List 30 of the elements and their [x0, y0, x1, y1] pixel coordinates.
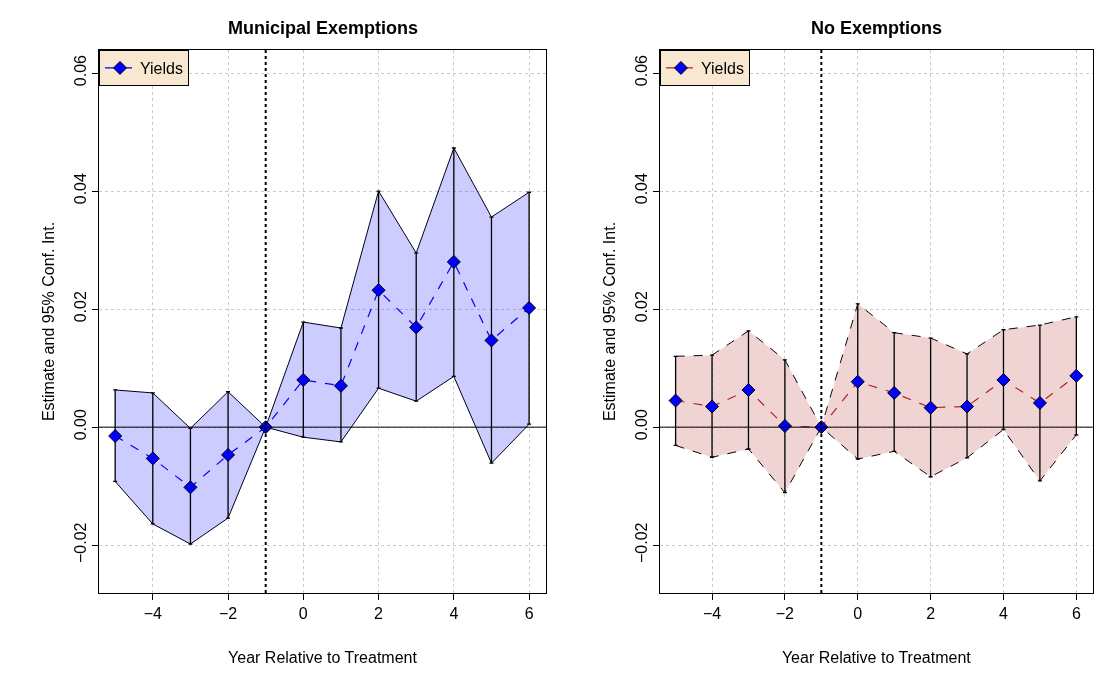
x-tick-label: −4 — [143, 605, 163, 623]
chart-title: No Exemptions — [811, 18, 943, 38]
x-tick-label: 2 — [926, 605, 936, 623]
y-tick-label: 0.00 — [632, 409, 650, 441]
x-tick-label: 0 — [298, 605, 308, 623]
y-tick-label: 0.04 — [71, 172, 89, 205]
y-tick-label: 0.02 — [632, 291, 650, 323]
y-tick-label: −0.02 — [71, 522, 89, 564]
x-tick-label: 6 — [524, 605, 534, 623]
x-tick-label: 4 — [449, 605, 459, 623]
legend-label: Yields — [700, 60, 744, 78]
legend-label: Yields — [139, 60, 183, 78]
y-axis-title: Estimate and 95% Conf. Int. — [40, 221, 58, 422]
x-tick-label: 0 — [853, 605, 863, 623]
y-axis-title: Estimate and 95% Conf. Int. — [601, 221, 619, 422]
x-tick-label: 2 — [374, 605, 384, 623]
y-tick-label: 0.02 — [71, 291, 89, 323]
x-tick-label: −2 — [218, 605, 238, 623]
y-tick-label: −0.02 — [632, 522, 650, 564]
y-tick-label: 0.04 — [632, 172, 650, 205]
x-tick-label: 4 — [999, 605, 1009, 623]
chart-title: Municipal Exemptions — [228, 18, 419, 38]
x-tick-label: 6 — [1071, 605, 1081, 623]
x-axis-title: Year Relative to Treatment — [228, 648, 418, 666]
x-axis-title: Year Relative to Treatment — [781, 648, 972, 666]
x-tick-label: −4 — [702, 605, 722, 623]
y-tick-label: 0.00 — [71, 409, 89, 441]
y-tick-label: 0.06 — [632, 54, 650, 87]
x-tick-label: −2 — [775, 605, 795, 623]
y-tick-label: 0.06 — [71, 54, 89, 87]
